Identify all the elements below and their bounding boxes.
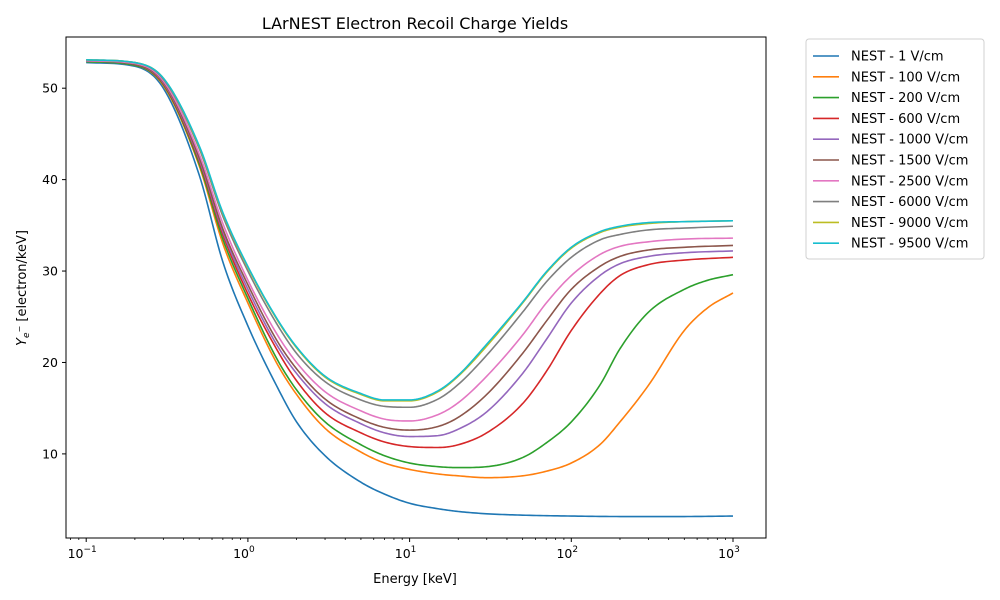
legend-label-6: NEST - 1500 V/cm: [851, 154, 968, 169]
series-line-2: [86, 60, 734, 479]
series-line-10: [86, 59, 734, 401]
x-tick-label-4: 102: [556, 545, 578, 561]
legend: NEST - 1 V/cm NEST - 100 V/cm NEST - 200 V…: [805, 38, 985, 260]
x-tick-label-1: 10−1: [68, 545, 97, 561]
x-axis: 10−1 100 101 102 103: [68, 538, 740, 561]
legend-label-8: NEST - 6000 V/cm: [851, 195, 968, 210]
y-axis-label: Ye− [electron/keV]: [15, 230, 32, 346]
series-line-7: [86, 59, 734, 422]
x-tick-label-2: 100: [233, 545, 255, 561]
legend-frame: [805, 38, 985, 260]
series-lines: [86, 59, 734, 518]
y-axis: 10 20 30 40 50: [42, 81, 66, 461]
y-tick-label-2: 20: [42, 355, 58, 370]
legend-label-3: NEST - 200 V/cm: [851, 91, 960, 106]
x-tick-label-5: 103: [718, 545, 740, 561]
legend-label-5: NEST - 1000 V/cm: [851, 133, 968, 148]
series-line-1: [86, 61, 733, 518]
legend-label-10: NEST - 9500 V/cm: [851, 237, 968, 252]
legend-label-1: NEST - 1 V/cm: [851, 50, 944, 65]
y-tick-label-1: 10: [42, 446, 58, 461]
legend-label-7: NEST - 2500 V/cm: [851, 174, 968, 189]
x-tick-label-3: 101: [395, 545, 417, 561]
y-tick-label-5: 50: [42, 81, 58, 96]
series-line-6: [86, 59, 734, 431]
y-tick-label-3: 30: [42, 264, 58, 279]
plot-area-frame: [65, 36, 767, 539]
y-tick-label-4: 40: [42, 172, 58, 187]
series-line-3: [86, 60, 734, 469]
legend-label-2: NEST - 100 V/cm: [851, 70, 960, 85]
legend-label-4: NEST - 600 V/cm: [851, 112, 960, 127]
x-axis-label: Energy [keV]: [373, 572, 457, 587]
chart-title: LArNEST Electron Recoil Charge Yields: [262, 14, 568, 33]
legend-label-9: NEST - 9000 V/cm: [851, 216, 968, 231]
